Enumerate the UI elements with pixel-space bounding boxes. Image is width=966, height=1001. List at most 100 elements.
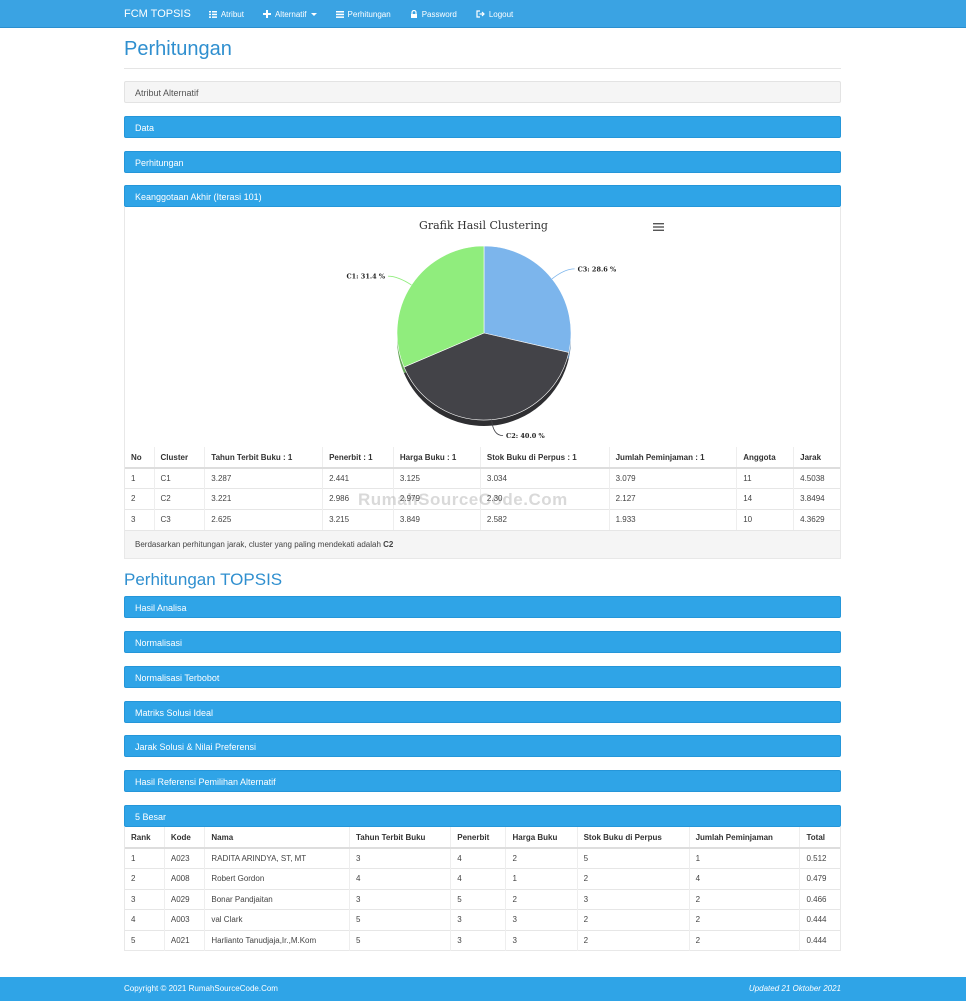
table-cell: 5 [348, 929, 451, 951]
divider [124, 68, 841, 69]
table-cell: 0.466 [799, 888, 840, 910]
table-cell: 2 [688, 909, 800, 930]
panel-matriks-solusi-ideal[interactable]: Matriks Solusi Ideal [124, 701, 841, 723]
panel-normalisasi-terbobot[interactable]: Normalisasi Terbobot [124, 666, 841, 688]
table-cell: 3 [125, 508, 155, 530]
rank-panel-body: Rank Kode Nama Tahun Terbit Buku Penerbi… [124, 827, 841, 951]
nav-logout[interactable]: Logout [476, 10, 513, 19]
table-cell: 3 [576, 888, 690, 910]
header-cell: No [125, 447, 155, 469]
table-cell: 3.034 [479, 467, 610, 489]
rank-table-header: Rank Kode Nama Tahun Terbit Buku Penerbi… [125, 827, 840, 849]
cluster-note: Berdasarkan perhitungan jarak, cluster y… [125, 530, 840, 558]
panel-5-besar[interactable]: 5 Besar [124, 805, 841, 827]
table-row: 2 C2 3.221 2.986 2.979 2.30 2.127 14 3.8… [125, 488, 840, 509]
table-cell: C3 [153, 508, 205, 530]
table-cell: 0.444 [799, 909, 840, 930]
nav-logout-label: Logout [488, 9, 514, 19]
panel-normalisasi[interactable]: Normalisasi [124, 631, 841, 653]
header-cell: Jumlah Peminjaman [688, 827, 800, 849]
table-cell: 3 [505, 929, 578, 951]
nav-atribut-label: Atribut [220, 9, 244, 19]
table-cell: 2.441 [322, 467, 394, 489]
header-cell: Tahun Terbit Buku : 1 [204, 447, 323, 469]
pie-slice-c1[interactable] [396, 245, 485, 368]
header-cell: Harga Buku [505, 827, 578, 849]
table-cell: C2 [153, 488, 205, 509]
hamburger-menu-icon[interactable] [653, 223, 664, 233]
lock-icon [410, 10, 418, 18]
table-cell: 4.5038 [793, 467, 840, 489]
pie-label-c1: C1: 31.4 % [346, 273, 385, 281]
table-cell: A023 [163, 847, 205, 869]
watermark: RumahSourceCode.Com [358, 490, 568, 509]
table-cell: 3 [450, 909, 506, 930]
header-cell: Cluster [153, 447, 205, 469]
pie-slice-c2[interactable] [403, 332, 570, 421]
nav-password[interactable]: Password [410, 10, 457, 19]
panel-jarak-solusi[interactable]: Jarak Solusi & Nilai Preferensi [124, 735, 841, 757]
table-cell: RADITA ARINDYA, ST, MT [204, 847, 350, 869]
header-cell: Jumlah Peminjaman : 1 [608, 447, 737, 469]
header-cell: Total [799, 827, 840, 849]
footer-copyright: Copyright © 2021 RumahSourceCode.Com [124, 984, 278, 993]
table-cell: 3 [505, 909, 578, 930]
pie-connector-c2 [491, 419, 504, 437]
panel-hasil-referensi[interactable]: Hasil Referensi Pemilihan Alternatif [124, 770, 841, 792]
nav-atribut[interactable]: Atribut [208, 9, 244, 19]
table-cell: 2.986 [322, 488, 394, 509]
table-cell: 2 [505, 847, 578, 869]
brand[interactable]: FCM TOPSIS [124, 8, 191, 20]
panel-data[interactable]: Data [124, 116, 841, 138]
header-cell: Tahun Terbit Buku [348, 827, 451, 849]
table-cell: C1 [153, 467, 205, 489]
panel-atribut-alternatif[interactable]: Atribut Alternatif [124, 81, 841, 103]
table-row: 4 A003 val Clark 5 3 3 2 2 0.444 [125, 909, 840, 930]
header-cell: Penerbit [450, 827, 506, 849]
pie-slice-c3[interactable] [483, 245, 572, 353]
table-cell: 1.933 [608, 508, 737, 530]
table-cell: 3 [125, 888, 165, 910]
header-cell: Jarak [793, 447, 840, 469]
panel-hasil-analisa[interactable]: Hasil Analisa [124, 596, 841, 618]
table-cell: 0.444 [799, 929, 840, 951]
table-cell: 2 [576, 868, 690, 889]
table-cell: val Clark [204, 909, 350, 930]
panel-perhitungan[interactable]: Perhitungan [124, 151, 841, 173]
table-cell: 4 [125, 909, 165, 930]
table-cell: 3 [348, 888, 451, 910]
table-cell: 3.287 [204, 467, 323, 489]
table-cell: 2 [688, 888, 800, 910]
topsis-title: Perhitungan TOPSIS [124, 570, 283, 589]
table-cell: 4 [348, 868, 451, 889]
table-cell: Robert Gordon [204, 868, 350, 889]
header-cell: Kode [163, 827, 205, 849]
panel-keanggotaan-akhir[interactable]: Keanggotaan Akhir (Iterasi 101) [124, 185, 841, 207]
table-cell: 4 [450, 847, 506, 869]
nav-alternatif[interactable]: Alternatif [262, 10, 317, 19]
table-cell: 1 [505, 868, 578, 889]
cluster-table-header: No Cluster Tahun Terbit Buku : 1 Penerbi… [125, 447, 840, 469]
table-cell: 3.849 [392, 508, 481, 530]
table-cell: 5 [348, 909, 451, 930]
list-icon [335, 10, 344, 18]
pie-chart: C3: 28.6 % C2: 40.0 % C1: 31.4 % [346, 245, 617, 440]
table-cell: A003 [163, 909, 205, 930]
table-cell: 2 [125, 868, 165, 889]
table-cell: 2.979 [392, 488, 481, 509]
header-cell: Anggota [736, 447, 794, 469]
table-cell: 0.512 [799, 847, 840, 869]
table-cell: 2.625 [204, 508, 323, 530]
nav-perhitungan[interactable]: Perhitungan [335, 10, 391, 19]
table-cell: 14 [736, 488, 794, 509]
header-cell: Harga Buku : 1 [392, 447, 481, 469]
table-cell: 3.8494 [793, 488, 840, 509]
table-cell: 3.215 [322, 508, 394, 530]
table-cell: 5 [450, 888, 506, 910]
pie-connector-c1 [388, 275, 412, 286]
table-cell: 2.127 [608, 488, 737, 509]
table-cell: 4 [688, 868, 800, 889]
chart-title: Grafik Hasil Clustering [419, 219, 548, 232]
table-cell: Bonar Pandjaitan [204, 888, 350, 910]
table-cell: 3 [348, 847, 451, 869]
